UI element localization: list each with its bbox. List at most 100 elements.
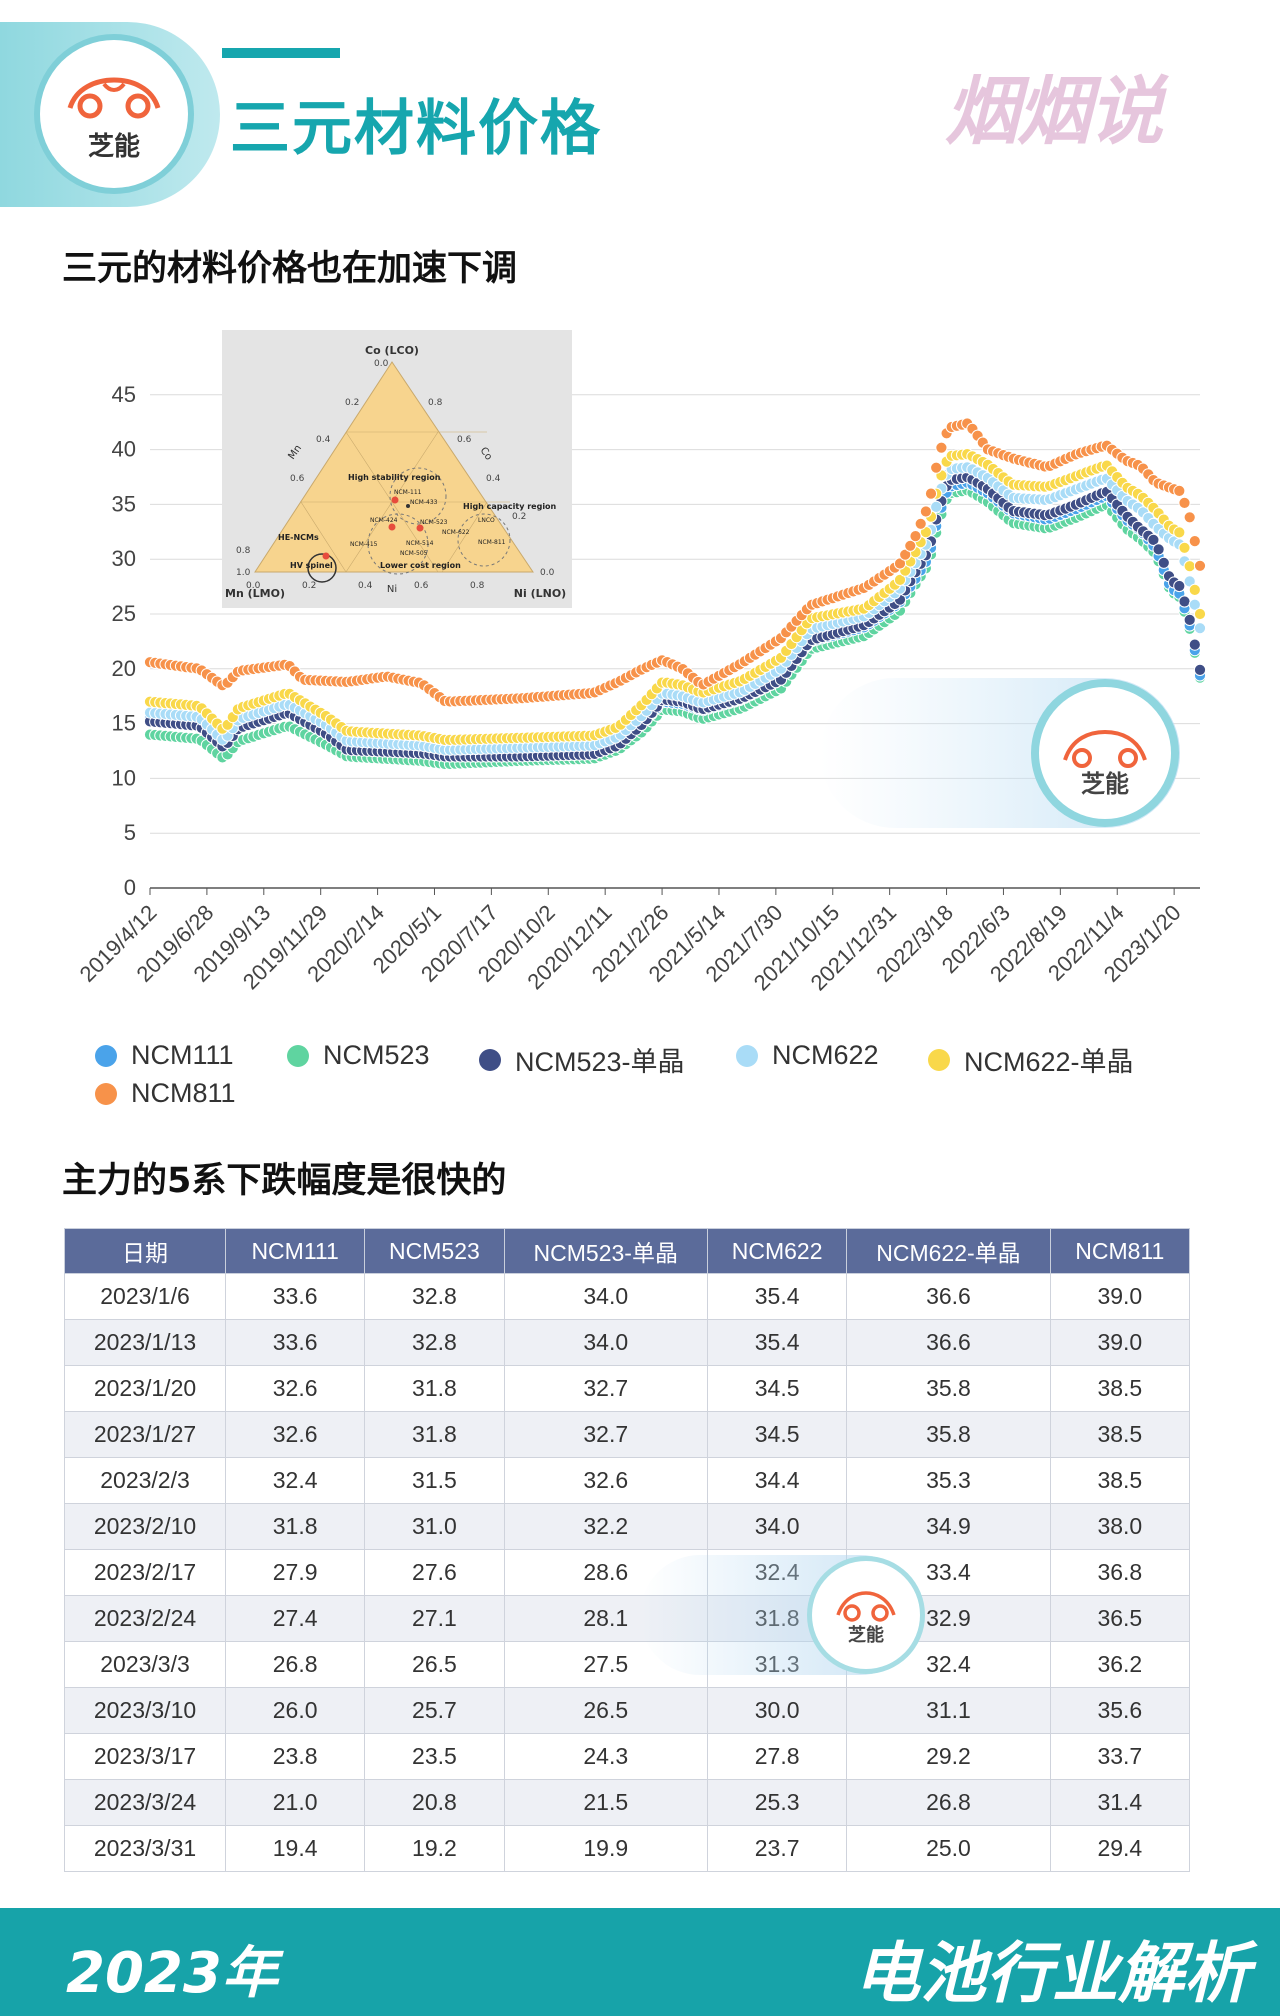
table-cell: 36.6 <box>846 1273 1051 1320</box>
table-cell: 2023/3/17 <box>64 1733 226 1780</box>
footer-title: 电池行业解析 <box>854 1935 1250 2012</box>
y-tick-label: 35 <box>112 491 136 516</box>
table-cell: 2023/2/3 <box>64 1457 226 1504</box>
data-point <box>924 487 938 500</box>
title-accent-bar <box>222 48 340 58</box>
svg-text:芝能: 芝能 <box>848 1624 884 1646</box>
table-row: 2023/3/17 23.8 23.5 24.3 27.8 29.2 33.7 <box>64 1733 1191 1780</box>
data-point <box>1173 526 1186 539</box>
svg-text:Co (LCO): Co (LCO) <box>365 344 419 357</box>
car-logo-icon <box>67 77 161 119</box>
legend-label: NCM622-单晶 <box>964 1047 1134 1077</box>
legend-label: NCM523 <box>323 1040 430 1070</box>
table-cell: 39.0 <box>1049 1273 1191 1320</box>
series-NCM622-单晶 <box>143 448 1207 746</box>
svg-text:0.0: 0.0 <box>374 359 389 369</box>
table-row: 2023/3/326.826.527.531.332.436.2 <box>64 1641 1191 1688</box>
data-point <box>893 573 907 586</box>
table-cell: 34.4 <box>706 1457 848 1504</box>
table-cell: 32.4 <box>224 1457 366 1504</box>
svg-text:0.8: 0.8 <box>470 581 485 591</box>
table-cell: 29.2 <box>846 1733 1051 1780</box>
svg-text:LNCO: LNCO <box>478 517 495 524</box>
svg-text:0.8: 0.8 <box>236 546 251 556</box>
legend-dot <box>928 1048 950 1071</box>
table-cell: 19.4 <box>224 1825 366 1872</box>
table-cell: 26.8 <box>224 1641 366 1688</box>
data-point <box>1188 598 1201 611</box>
data-point <box>935 441 948 454</box>
legend-dot <box>95 1082 117 1105</box>
table-cell: 24.3 <box>503 1733 708 1780</box>
logo-text: 芝能 <box>87 132 140 162</box>
y-tick-label: 45 <box>112 382 136 407</box>
table-cell: 26.5 <box>503 1687 708 1734</box>
table-cell: 21.0 <box>224 1779 366 1826</box>
y-tick-label: 20 <box>112 656 136 681</box>
table-cell: 35.8 <box>846 1365 1051 1412</box>
svg-text:0.6: 0.6 <box>290 474 305 484</box>
svg-text:HV spinel: HV spinel <box>290 561 333 570</box>
table-cell: 25.7 <box>364 1687 505 1734</box>
price-chart: 0 5 10 15 20 25 30 35 40 45 2019/4/122019/6/28201… <box>75 330 1207 995</box>
section-title-prices: 三元的材料价格也在加速下调 <box>62 249 518 289</box>
data-point <box>919 505 933 518</box>
chart-watermark: 芝能 <box>820 678 1180 828</box>
data-point <box>1147 533 1160 546</box>
legend-dot <box>95 1044 117 1067</box>
table-cell: 35.8 <box>846 1411 1051 1458</box>
table-cell: 2023/3/24 <box>64 1779 226 1826</box>
table-cell: 26.0 <box>224 1687 366 1734</box>
table-row: 2023/3/24 21.0 20.8 21.5 25.3 26.8 31.4 <box>64 1779 1191 1826</box>
y-tick-label: 0 <box>124 875 136 900</box>
table-cell: 27.1 <box>364 1595 505 1642</box>
table-cell: 27.6 <box>364 1549 505 1596</box>
data-point <box>1183 613 1196 626</box>
footer-year: 2023年 <box>66 1941 278 2006</box>
table-cell: 29.4 <box>1049 1825 1191 1872</box>
table-body: 2023/1/6 33.6 32.8 34.0 35.4 36.6 39.0 2023/1/1… <box>64 1273 1191 1872</box>
data-point <box>1183 511 1196 524</box>
data-point <box>1173 579 1186 593</box>
table-cell: 23.7 <box>706 1825 848 1872</box>
table-cell: 33.6 <box>224 1319 366 1366</box>
chart-series <box>143 417 1207 771</box>
data-point <box>1188 638 1201 651</box>
svg-text:芝能: 芝能 <box>1081 770 1129 798</box>
table-cell: 23.8 <box>224 1733 366 1780</box>
table-cell: 39.0 <box>1049 1319 1191 1366</box>
section-title-decline: 主力的5系下跌幅度是很快的 <box>62 1161 507 1201</box>
table-cell: 2023/2/10 <box>64 1503 226 1550</box>
table-cell: 2023/2/24 <box>64 1595 226 1642</box>
svg-text:NCM-433: NCM-433 <box>410 499 438 506</box>
legend-label: NCM622 <box>772 1040 879 1070</box>
data-point <box>1193 607 1207 621</box>
svg-text:0.8: 0.8 <box>428 398 443 408</box>
table-cell: 31.5 <box>364 1457 505 1504</box>
table-cell: 30.0 <box>706 1687 848 1734</box>
y-axis-ticks: 0 5 10 15 20 25 30 35 40 45 <box>112 382 136 900</box>
table-cell: 36.8 <box>1049 1549 1191 1596</box>
table-cell: 38.5 <box>1049 1365 1191 1412</box>
svg-text:Lower cost region: Lower cost region <box>380 561 461 570</box>
table-header-cell: NCM622-单晶 <box>846 1228 1051 1274</box>
table-cell: 31.8 <box>364 1365 505 1412</box>
svg-text:0.4: 0.4 <box>316 435 331 445</box>
table-cell: 19.9 <box>503 1825 708 1872</box>
svg-text:High capacity region: High capacity region <box>463 502 557 511</box>
table-cell: 2023/2/17 <box>64 1549 226 1596</box>
table-header-cell: NCM523 <box>364 1228 505 1274</box>
legend-item-ncm111: NCM111 <box>95 1040 234 1071</box>
table-row: 2023/3/10 26.0 25.7 26.5 30.0 31.1 35.6 <box>64 1687 1191 1734</box>
table-cell: 38.5 <box>1049 1411 1191 1458</box>
svg-text:NCM-111: NCM-111 <box>394 489 422 496</box>
legend-label: NCM111 <box>131 1040 234 1070</box>
table-cell: 38.0 <box>1049 1503 1191 1550</box>
data-point <box>1178 541 1191 554</box>
data-point <box>930 461 943 474</box>
table-cell: 32.6 <box>224 1411 366 1458</box>
table-cell: 35.4 <box>706 1273 848 1320</box>
svg-text:0.6: 0.6 <box>457 435 472 445</box>
table-cell: 27.4 <box>224 1595 366 1642</box>
